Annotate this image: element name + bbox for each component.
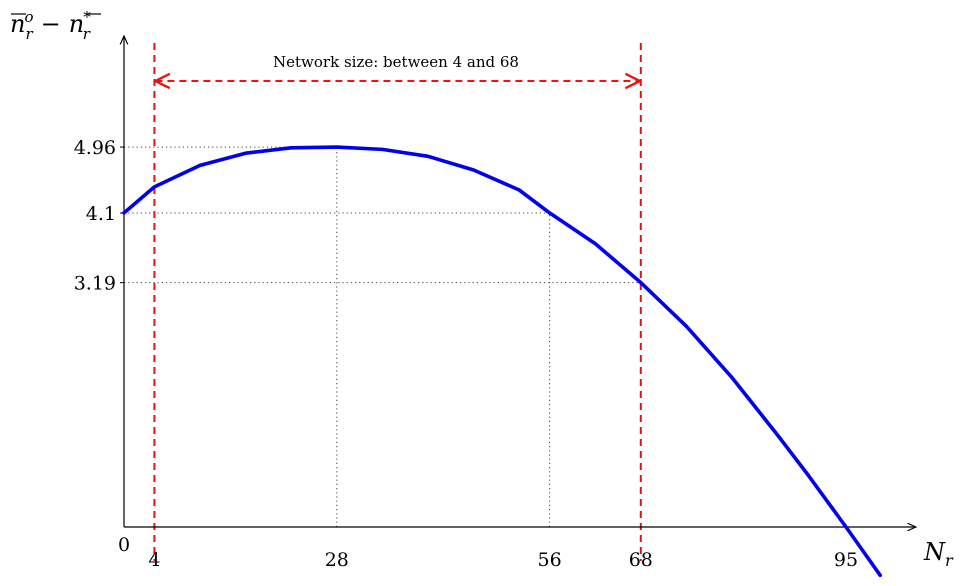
x-axis-title-sub: r <box>945 551 954 570</box>
x-tick-label-56: 56 <box>538 549 562 571</box>
x-axis-title: Nr <box>923 538 954 570</box>
network-size-bounds <box>153 43 642 561</box>
y-axis-title-n2-sup: * <box>83 8 91 26</box>
y-axis-title-n2-sub: r <box>83 25 91 43</box>
series-line-0 <box>122 145 883 578</box>
guide-lines <box>120 146 641 527</box>
y-tick-label-4.96: 4.96 <box>74 137 116 159</box>
x-tick-label-4: 4 <box>148 549 160 571</box>
y-tick-label-4.1: 4.1 <box>86 203 116 225</box>
y-axis-title-minus: − <box>41 10 61 38</box>
tick-labels: 4 28 56 68 95 3.19 4.1 4.96 <box>74 137 858 571</box>
x-tick-label-28: 28 <box>325 549 349 571</box>
y-axis-title: no r − n* r <box>10 8 91 43</box>
y-axis-title-n2: n <box>69 10 84 38</box>
series-curve <box>122 145 883 578</box>
y-axis-title-n1-sup: o <box>24 8 33 26</box>
x-axis-title-base: N <box>923 538 946 566</box>
network-size-annotation: Network size: between 4 and 68 <box>273 53 519 71</box>
axes <box>124 36 916 527</box>
origin-label: 0 <box>118 534 130 556</box>
y-axis-title-n1-sub: r <box>26 25 34 43</box>
y-axis-title-n1: n <box>10 10 25 38</box>
x-tick-label-68: 68 <box>629 549 653 571</box>
y-tick-label-3.19: 3.19 <box>74 273 116 295</box>
x-tick-label-95: 95 <box>834 549 858 571</box>
